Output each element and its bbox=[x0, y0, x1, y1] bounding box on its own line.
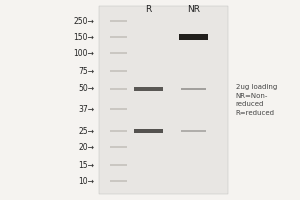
Text: 20→: 20→ bbox=[79, 142, 94, 152]
Bar bbox=[110, 180, 127, 182]
Text: 100→: 100→ bbox=[74, 48, 94, 58]
Text: 2ug loading
NR=Non-
reduced
R=reduced: 2ug loading NR=Non- reduced R=reduced bbox=[236, 84, 277, 116]
Text: 75→: 75→ bbox=[78, 66, 94, 75]
Bar bbox=[110, 52, 127, 54]
Bar bbox=[110, 88, 127, 90]
Bar bbox=[179, 34, 208, 40]
Text: 50→: 50→ bbox=[78, 84, 94, 93]
Bar bbox=[110, 164, 127, 166]
Bar bbox=[110, 70, 127, 72]
Bar bbox=[134, 129, 163, 133]
Text: 15→: 15→ bbox=[79, 160, 94, 170]
Bar bbox=[110, 36, 127, 38]
Text: 150→: 150→ bbox=[74, 32, 94, 42]
Text: NR: NR bbox=[187, 5, 200, 14]
Text: 10→: 10→ bbox=[79, 176, 94, 186]
Bar bbox=[134, 87, 163, 91]
Text: 37→: 37→ bbox=[78, 104, 94, 114]
Bar bbox=[110, 146, 127, 148]
Text: 25→: 25→ bbox=[79, 127, 94, 136]
Bar bbox=[181, 130, 206, 132]
Bar bbox=[181, 88, 206, 90]
Bar bbox=[110, 108, 127, 110]
Bar bbox=[110, 20, 127, 22]
Bar bbox=[110, 130, 127, 132]
Text: 250→: 250→ bbox=[74, 17, 94, 25]
Bar bbox=[99, 6, 228, 194]
Text: R: R bbox=[146, 5, 152, 14]
